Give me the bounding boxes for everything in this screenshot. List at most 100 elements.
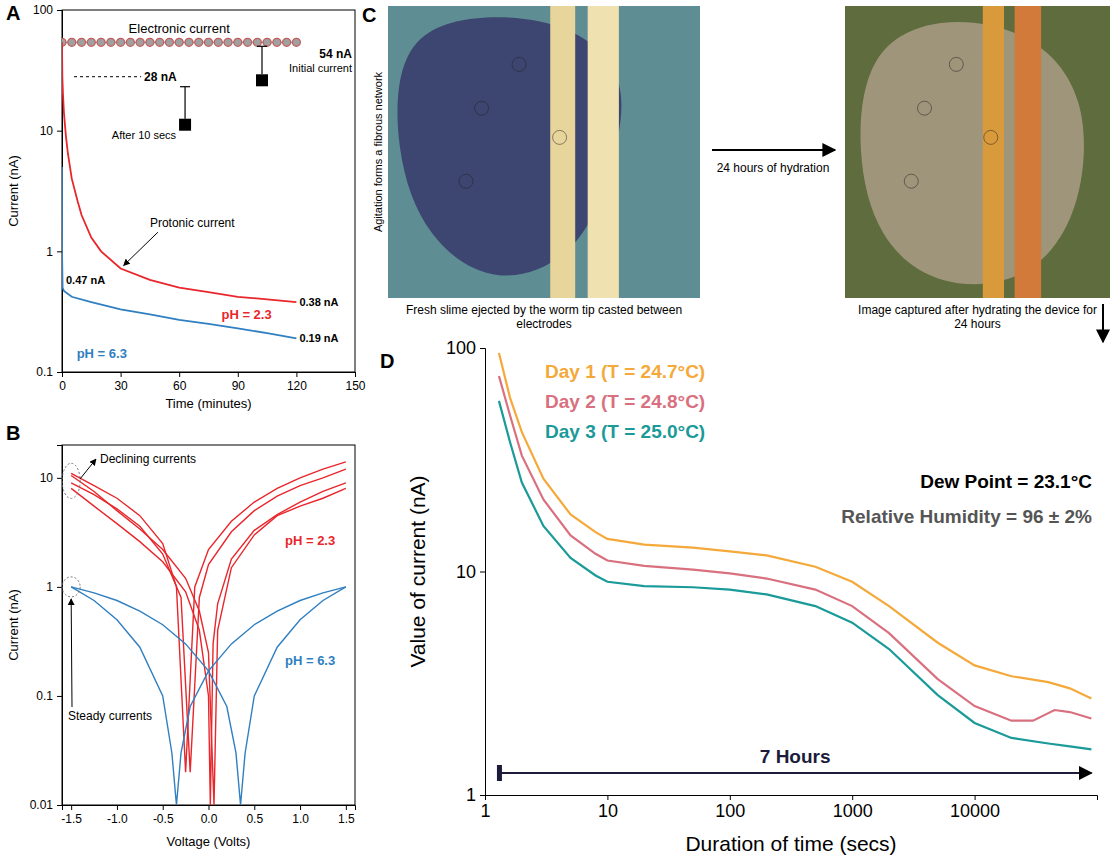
plot-area bbox=[71, 462, 346, 805]
panel: B-1.5-1.0-0.50.00.51.01.50.010.1110Volta… bbox=[6, 422, 356, 849]
bracket-box bbox=[179, 119, 191, 131]
y-tick: 1 bbox=[466, 785, 485, 805]
caption: Image captured after hydrating the devic… bbox=[858, 303, 1097, 331]
bracket-line bbox=[261, 46, 262, 74]
x-axis-title: Voltage (Volts) bbox=[167, 834, 251, 849]
annotation: Initial current bbox=[289, 62, 352, 74]
x-tick-label: 1000 bbox=[833, 801, 873, 821]
plot-area bbox=[62, 38, 300, 338]
y-axis-title: Current (nA) bbox=[6, 155, 21, 227]
x-tick-mark bbox=[607, 795, 608, 800]
data-point bbox=[117, 38, 125, 46]
x-tick-label: 1.0 bbox=[292, 812, 309, 826]
y-tick-label: 1 bbox=[466, 785, 476, 805]
y-tick-label: 100 bbox=[33, 3, 53, 17]
x-tick-label: 150 bbox=[345, 379, 365, 393]
data-point bbox=[244, 38, 252, 46]
y-tick-label: 0.1 bbox=[36, 365, 53, 379]
x-tick: 1.5 bbox=[338, 805, 355, 826]
electrode bbox=[983, 6, 1004, 298]
data-line bbox=[62, 167, 296, 338]
panel-letter: B bbox=[6, 422, 20, 444]
panel-letter: A bbox=[6, 2, 20, 24]
y-tick: 0.1 bbox=[36, 689, 62, 703]
panel-c: CAgitation forms a fibrous networkFresh … bbox=[362, 4, 1110, 342]
series-label: pH = 2.3 bbox=[221, 307, 271, 322]
y-tick: 1 bbox=[46, 580, 62, 594]
electrode bbox=[1015, 6, 1042, 298]
x-tick-mark bbox=[355, 372, 356, 377]
photo-background bbox=[845, 6, 1110, 298]
x-tick-label: 90 bbox=[232, 379, 246, 393]
y-tick-label: 1 bbox=[46, 245, 53, 259]
y-tick-label: 100 bbox=[446, 338, 476, 358]
y-tick-mark bbox=[57, 372, 62, 373]
series-label: pH = 6.3 bbox=[285, 653, 335, 668]
data-point bbox=[68, 38, 76, 46]
annotation: Dew Point = 23.1°C bbox=[920, 471, 1092, 492]
x-tick: -0.5 bbox=[153, 805, 174, 826]
data-point bbox=[87, 38, 95, 46]
bubble bbox=[949, 57, 963, 71]
legend-entry: Day 1 (T = 24.7°C) bbox=[545, 361, 705, 382]
y-tick: 100 bbox=[33, 3, 62, 17]
x-tick: 60 bbox=[173, 372, 187, 393]
arrow-label: 24 hours of hydration bbox=[717, 161, 830, 175]
electrode bbox=[550, 6, 575, 298]
x-tick-label: 30 bbox=[114, 379, 128, 393]
y-tick-label: 0.1 bbox=[36, 689, 53, 703]
x-tick-mark bbox=[346, 805, 347, 810]
value-label: 28 nA bbox=[144, 70, 177, 84]
x-tick-mark bbox=[163, 805, 164, 810]
annotation-arrow bbox=[80, 459, 96, 479]
figure: A03060901201500.1110100Time (minutes)Cur… bbox=[0, 0, 1119, 864]
x-tick: 90 bbox=[232, 372, 246, 393]
annotation: Declining currents bbox=[100, 452, 196, 466]
data-point bbox=[146, 38, 154, 46]
y-tick: 0.01 bbox=[30, 798, 62, 812]
duration-arrow-start bbox=[497, 765, 502, 781]
y-tick: 100 bbox=[446, 338, 485, 358]
annotation: Steady currents bbox=[68, 709, 152, 723]
data-line bbox=[71, 587, 346, 805]
series-label: Electronic current bbox=[129, 21, 231, 36]
down-arrow bbox=[1102, 304, 1104, 342]
y-tick-mark bbox=[480, 348, 485, 349]
dashed-guide bbox=[74, 76, 141, 77]
y-tick-mark bbox=[57, 587, 62, 588]
x-axis-title: Duration of time (secs) bbox=[685, 832, 896, 855]
data-point bbox=[78, 38, 86, 46]
panel: D110100100010000110100Duration of time (… bbox=[380, 338, 1098, 855]
x-tick-label: 0 bbox=[59, 379, 66, 393]
y-tick-mark bbox=[57, 478, 62, 479]
x-tick: 1.0 bbox=[292, 805, 309, 826]
y-tick-label: 1 bbox=[46, 580, 53, 594]
bubble bbox=[459, 174, 473, 188]
text-line: electrodes bbox=[516, 317, 571, 331]
data-line bbox=[62, 42, 296, 302]
data-point bbox=[185, 38, 193, 46]
slime-blob bbox=[860, 22, 1083, 284]
bracket-cap bbox=[257, 46, 267, 47]
x-tick: 10 bbox=[598, 795, 618, 821]
bubble bbox=[904, 174, 918, 188]
y-axis-line bbox=[480, 349, 486, 796]
data-line bbox=[71, 476, 346, 805]
y-tick-label: 10 bbox=[40, 124, 54, 138]
x-tick: 0.0 bbox=[201, 805, 218, 826]
data-point bbox=[253, 38, 261, 46]
series-label: pH = 2.3 bbox=[285, 533, 335, 548]
x-tick-mark bbox=[121, 372, 122, 377]
text-line: Fresh slime ejected by the worm tip cast… bbox=[406, 303, 682, 317]
x-tick: -1.5 bbox=[61, 805, 82, 826]
y-axis-line bbox=[57, 446, 63, 806]
value-label: 0.19 nA bbox=[299, 332, 338, 344]
caption: Fresh slime ejected by the worm tip cast… bbox=[406, 303, 682, 331]
y-tick: 10 bbox=[456, 562, 485, 582]
x-tick: 120 bbox=[287, 372, 307, 393]
data-point bbox=[126, 38, 134, 46]
bubble bbox=[918, 101, 932, 115]
data-point bbox=[273, 38, 281, 46]
x-tick: 30 bbox=[114, 372, 128, 393]
x-tick-label: 100 bbox=[715, 801, 745, 821]
